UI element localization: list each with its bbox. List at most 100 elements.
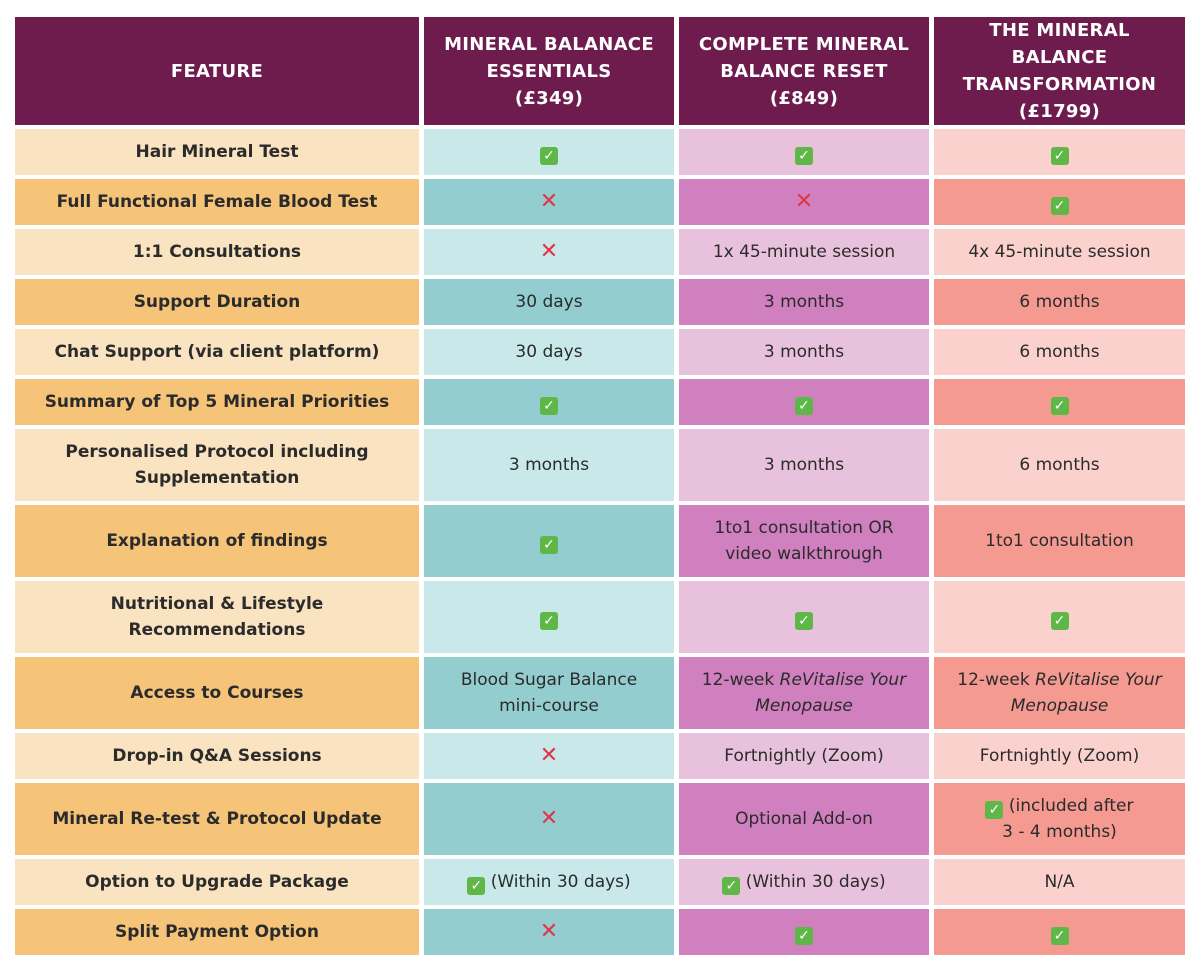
essentials-cell: ✕: [424, 909, 679, 959]
essentials-title-line2: ESSENTIALS: [486, 60, 612, 82]
essentials-cell: ✕: [424, 179, 679, 229]
reset-cell: ✓: [679, 379, 934, 429]
feature-cell: Full Functional Female Blood Test: [15, 179, 424, 229]
table-row: Support Duration 30 days 3 months 6 mont…: [15, 279, 1185, 329]
check-icon: ✓: [1050, 927, 1069, 945]
table-row: Chat Support (via client platform) 30 da…: [15, 329, 1185, 379]
header-reset: COMPLETE MINERAL BALANCE RESET (£849): [679, 17, 934, 129]
check-icon: ✓: [467, 877, 486, 895]
cross-icon: ✕: [539, 918, 559, 944]
transformation-cell: 6 months: [934, 279, 1185, 329]
reset-cell: Optional Add-on: [679, 783, 934, 859]
check-icon: ✓: [1050, 397, 1069, 415]
transformation-title-line1: THE MINERAL BALANCE: [989, 20, 1130, 68]
table-row: Option to Upgrade Package ✓ (Within 30 d…: [15, 859, 1185, 909]
feature-cell: Explanation of findings: [15, 505, 424, 581]
course-name: Menopause: [1010, 696, 1109, 716]
reset-title-line2: BALANCE RESET: [720, 60, 888, 82]
reset-cell: Fortnightly (Zoom): [679, 733, 934, 783]
reset-price: (£849): [769, 87, 839, 109]
check-icon: ✓: [540, 397, 558, 415]
essentials-cell: 30 days: [424, 329, 679, 379]
essentials-title-line1: MINERAL BALANACE: [444, 33, 654, 55]
feature-cell: Split Payment Option: [15, 909, 424, 959]
cell-line: video walkthrough: [725, 544, 883, 564]
check-icon: ✓: [540, 612, 558, 630]
cell-line: 12-week ReVitalise Your: [942, 667, 1177, 693]
cell-line: mini-course: [499, 696, 599, 716]
cell-line: 1to1 consultation OR: [714, 518, 894, 538]
comparison-table-container: FEATURE MINERAL BALANACE ESSENTIALS (£34…: [15, 17, 1185, 959]
table-row: Personalised Protocol including Suppleme…: [15, 429, 1185, 505]
cell-text: 12-week: [957, 670, 1036, 690]
check-icon: ✓: [1050, 612, 1069, 630]
transformation-cell: Fortnightly (Zoom): [934, 733, 1185, 783]
cell-line: 3 - 4 months): [1002, 822, 1117, 842]
check-icon: ✓: [795, 927, 813, 945]
header-row: FEATURE MINERAL BALANACE ESSENTIALS (£34…: [15, 17, 1185, 129]
cell-line: Blood Sugar Balance: [460, 670, 638, 690]
header-feature: FEATURE: [15, 17, 424, 129]
transformation-cell: 12-week ReVitalise Your Menopause: [934, 657, 1185, 733]
check-icon: ✓: [985, 801, 1004, 819]
table-row: Explanation of findings ✓ 1to1 consultat…: [15, 505, 1185, 581]
essentials-cell: ✓: [424, 129, 679, 179]
check-icon: ✓: [540, 536, 558, 554]
check-icon: ✓: [540, 147, 558, 165]
course-name: ReVitalise Your: [1035, 670, 1162, 690]
cell-text: 12-week: [701, 670, 780, 690]
reset-cell: 1to1 consultation OR video walkthrough: [679, 505, 934, 581]
cross-icon: ✕: [539, 188, 559, 214]
transformation-price: (£1799): [1018, 101, 1101, 122]
reset-cell: 3 months: [679, 329, 934, 379]
table-row: 1:1 Consultations ✕ 1x 45-minute session…: [15, 229, 1185, 279]
feature-cell: 1:1 Consultations: [15, 229, 424, 279]
transformation-cell: 1to1 consultation: [934, 505, 1185, 581]
check-icon: ✓: [722, 877, 741, 895]
cross-icon: ✕: [539, 238, 559, 264]
table-row: Hair Mineral Test ✓ ✓ ✓: [15, 129, 1185, 179]
transformation-cell: 6 months: [934, 429, 1185, 505]
feature-cell: Chat Support (via client platform): [15, 329, 424, 379]
cell-text: (included after: [1003, 796, 1134, 816]
essentials-cell: ✕: [424, 733, 679, 783]
check-icon: ✓: [795, 612, 813, 630]
reset-cell: ✓: [679, 129, 934, 179]
transformation-cell: 4x 45-minute session: [934, 229, 1185, 279]
transformation-cell: ✓ (included after 3 - 4 months): [934, 783, 1185, 859]
essentials-cell: ✓: [424, 379, 679, 429]
cross-icon: ✕: [539, 805, 559, 831]
reset-cell: ✓ (Within 30 days): [679, 859, 934, 909]
essentials-cell: ✕: [424, 229, 679, 279]
feature-cell: Nutritional & Lifestyle Recommendations: [15, 581, 424, 657]
table-row: Nutritional & Lifestyle Recommendations …: [15, 581, 1185, 657]
reset-cell: ✕: [679, 179, 934, 229]
header-essentials: MINERAL BALANACE ESSENTIALS (£349): [424, 17, 679, 129]
package-comparison-table: FEATURE MINERAL BALANACE ESSENTIALS (£34…: [15, 17, 1185, 959]
essentials-cell: 30 days: [424, 279, 679, 329]
cross-icon: ✕: [794, 188, 814, 214]
transformation-cell: ✓: [934, 179, 1185, 229]
essentials-cell: ✓: [424, 505, 679, 581]
transformation-cell: ✓: [934, 379, 1185, 429]
check-icon: ✓: [1050, 197, 1069, 215]
transformation-cell: ✓: [934, 581, 1185, 657]
essentials-cell: ✓ (Within 30 days): [424, 859, 679, 909]
essentials-price: (£349): [514, 87, 584, 109]
feature-line: Personalised Protocol including: [65, 442, 369, 462]
feature-line: Supplementation: [134, 468, 300, 488]
reset-cell: 3 months: [679, 279, 934, 329]
cross-icon: ✕: [539, 742, 559, 768]
table-row: Summary of Top 5 Mineral Priorities ✓ ✓ …: [15, 379, 1185, 429]
feature-cell: Support Duration: [15, 279, 424, 329]
transformation-cell: 6 months: [934, 329, 1185, 379]
essentials-cell: 3 months: [424, 429, 679, 505]
check-icon: ✓: [795, 397, 813, 415]
feature-cell: Personalised Protocol including Suppleme…: [15, 429, 424, 505]
cell-line: 12-week ReVitalise Your: [687, 667, 921, 693]
feature-cell: Drop-in Q&A Sessions: [15, 733, 424, 783]
essentials-cell: ✕: [424, 783, 679, 859]
essentials-cell: Blood Sugar Balance mini-course: [424, 657, 679, 733]
check-icon: ✓: [795, 147, 813, 165]
transformation-cell: ✓: [934, 909, 1185, 959]
